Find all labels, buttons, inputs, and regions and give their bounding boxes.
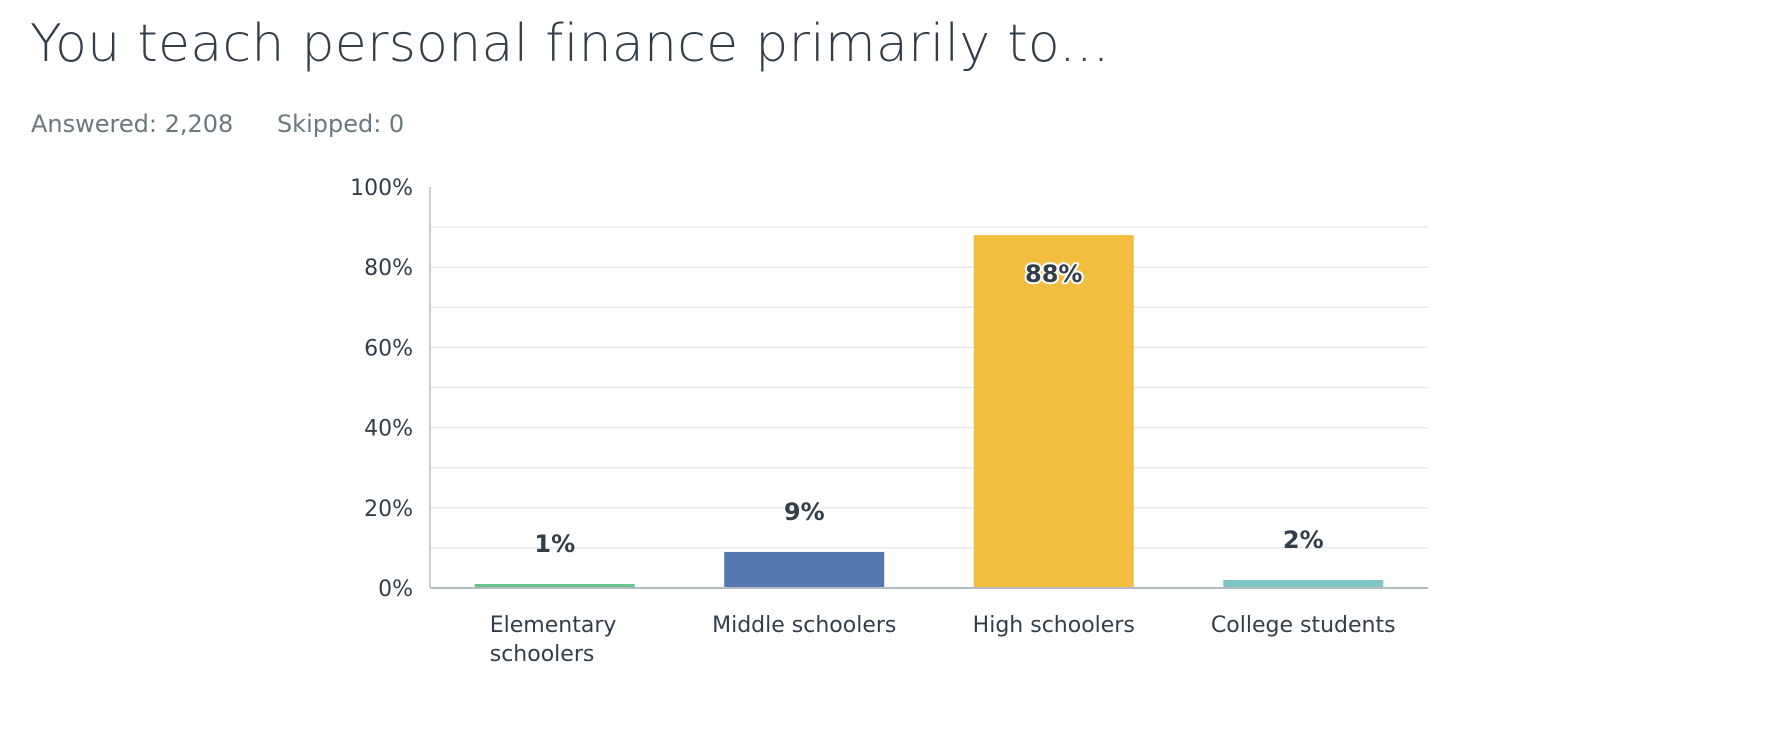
data-label: 1% bbox=[534, 530, 575, 558]
y-axis-ticks: 0% 20% 40% 60% 80% 100% bbox=[350, 176, 413, 602]
y-tick-label: 20% bbox=[364, 497, 413, 522]
x-tick-label-line: schoolers bbox=[490, 642, 595, 667]
x-tick-label: Middle schoolers bbox=[712, 613, 896, 638]
bars bbox=[474, 235, 1384, 588]
bar-elementary-schoolers[interactable] bbox=[474, 583, 635, 588]
data-labels: 1% 9% 88% 2% bbox=[534, 258, 1324, 558]
x-tick-label-line: Middle schoolers bbox=[712, 613, 896, 638]
y-tick-label: 0% bbox=[378, 577, 413, 602]
response-stats: Answered: 2,208 Skipped: 0 bbox=[31, 110, 404, 138]
axes bbox=[429, 187, 1428, 589]
y-tick-label: 80% bbox=[364, 256, 413, 281]
grid-lines bbox=[430, 226, 1428, 549]
x-tick-label: College students bbox=[1211, 613, 1396, 638]
x-tick-label-line: High schoolers bbox=[973, 613, 1135, 638]
y-tick-label: 40% bbox=[364, 417, 413, 442]
y-tick-label: 60% bbox=[364, 336, 413, 361]
data-label: 88% bbox=[1025, 260, 1082, 288]
bar-middle-schoolers[interactable] bbox=[724, 551, 885, 588]
x-tick-label: Elementary schoolers bbox=[490, 613, 617, 667]
question-title: You teach personal finance primarily to.… bbox=[30, 14, 1110, 74]
bar-high-schoolers[interactable] bbox=[973, 235, 1134, 588]
x-tick-label-line: College students bbox=[1211, 613, 1396, 638]
y-tick-label: 100% bbox=[350, 176, 413, 201]
x-tick-label-line: Elementary bbox=[490, 613, 617, 638]
x-axis-labels: Elementary schoolers Middle schoolers High … bbox=[490, 613, 1396, 667]
data-label: 9% bbox=[784, 498, 825, 526]
data-label: 2% bbox=[1283, 526, 1324, 554]
x-tick-label: High schoolers bbox=[973, 613, 1135, 638]
skipped-count: Skipped: 0 bbox=[276, 110, 405, 138]
answered-count: Answered: 2,208 bbox=[31, 110, 234, 138]
bar-college-students[interactable] bbox=[1223, 579, 1384, 588]
